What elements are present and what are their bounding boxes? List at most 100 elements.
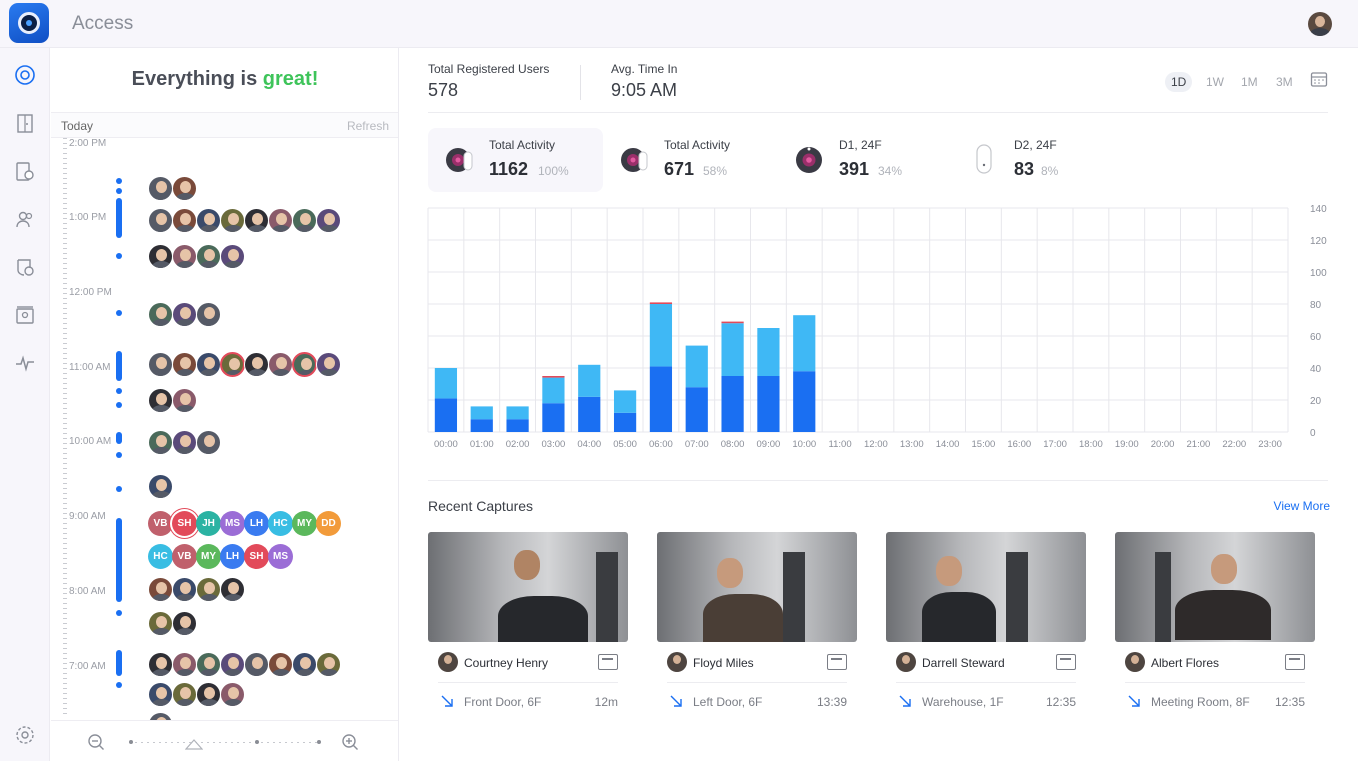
- range-1w[interactable]: 1W: [1206, 75, 1224, 89]
- person-face-avatar[interactable]: [196, 302, 221, 327]
- initials-avatar[interactable]: HC: [148, 544, 173, 569]
- initials-avatar[interactable]: VB: [148, 511, 173, 536]
- person-face-avatar[interactable]: [172, 577, 197, 602]
- person-face-avatar[interactable]: [244, 652, 269, 677]
- calendar-icon[interactable]: [1310, 70, 1328, 88]
- zoom-in-icon[interactable]: [341, 733, 359, 751]
- capture-card[interactable]: Courtney Henry Front Door, 6F 12m: [428, 532, 628, 722]
- capture-card[interactable]: Floyd Miles Left Door, 6F 13:39: [657, 532, 857, 722]
- person-face-avatar[interactable]: [148, 611, 173, 636]
- timeline-marker[interactable]: [116, 388, 122, 394]
- timeline-segment[interactable]: [116, 518, 122, 602]
- person-name[interactable]: Darrell Steward: [922, 656, 1005, 670]
- timeline-marker[interactable]: [116, 178, 122, 184]
- app-logo[interactable]: [9, 3, 49, 43]
- person-name[interactable]: Albert Flores: [1151, 656, 1220, 670]
- card-icon[interactable]: [827, 654, 847, 670]
- policy-icon[interactable]: [14, 256, 36, 278]
- refresh-button[interactable]: Refresh: [346, 119, 389, 133]
- card-icon[interactable]: [1056, 654, 1076, 670]
- person-face-avatar[interactable]: [148, 244, 173, 269]
- person-face-avatar[interactable]: [148, 302, 173, 327]
- range-1m[interactable]: 1M: [1241, 75, 1258, 89]
- person-face-avatar[interactable]: [316, 352, 341, 377]
- zoom-out-icon[interactable]: [87, 733, 105, 751]
- person-face-avatar[interactable]: [220, 244, 245, 269]
- timeline-marker[interactable]: [116, 486, 122, 492]
- activity-card-d2[interactable]: D2, 24F 83 8%: [953, 128, 1128, 192]
- person-face-avatar[interactable]: [148, 208, 173, 233]
- initials-avatar[interactable]: JH: [196, 511, 221, 536]
- person-face-avatar[interactable]: [196, 577, 221, 602]
- person-face-avatar[interactable]: [316, 208, 341, 233]
- card-icon[interactable]: [1285, 654, 1305, 670]
- timeline-segment[interactable]: [116, 351, 122, 381]
- users-icon[interactable]: [14, 208, 36, 230]
- person-face-avatar[interactable]: [244, 208, 269, 233]
- timeline-marker[interactable]: [116, 452, 122, 458]
- person-face-avatar[interactable]: [220, 208, 245, 233]
- person-face-avatar[interactable]: [292, 208, 317, 233]
- range-1d[interactable]: 1D: [1165, 72, 1193, 92]
- person-face-avatar[interactable]: [172, 244, 197, 269]
- person-face-avatar[interactable]: [220, 577, 245, 602]
- initials-avatar[interactable]: SH: [244, 544, 269, 569]
- initials-avatar[interactable]: HC: [268, 511, 293, 536]
- person-face-avatar[interactable]: [196, 208, 221, 233]
- person-face-avatar[interactable]: [292, 652, 317, 677]
- person-face-avatar[interactable]: [316, 652, 341, 677]
- person-face-avatar[interactable]: [148, 652, 173, 677]
- device-icon[interactable]: [14, 160, 36, 182]
- person-face-avatar[interactable]: [148, 430, 173, 455]
- activity-card-total[interactable]: Total Activity 1162 100%: [428, 128, 603, 192]
- person-face-avatar[interactable]: [196, 652, 221, 677]
- person-face-avatar[interactable]: [172, 611, 197, 636]
- initials-avatar[interactable]: LH: [220, 544, 245, 569]
- person-face-avatar[interactable]: [220, 352, 245, 377]
- activity-icon[interactable]: [14, 352, 36, 374]
- person-face-avatar[interactable]: [148, 352, 173, 377]
- person-face-avatar[interactable]: [148, 577, 173, 602]
- timeline-marker[interactable]: [116, 188, 122, 194]
- initials-avatar[interactable]: DD: [316, 511, 341, 536]
- person-face-avatar[interactable]: [172, 430, 197, 455]
- door-icon[interactable]: [14, 112, 36, 134]
- person-face-avatar[interactable]: [220, 652, 245, 677]
- badge-icon[interactable]: [14, 304, 36, 326]
- timeline-marker[interactable]: [116, 402, 122, 408]
- initials-avatar[interactable]: SH: [172, 511, 197, 536]
- person-face-avatar[interactable]: [268, 652, 293, 677]
- timeline-marker[interactable]: [116, 310, 122, 316]
- person-face-avatar[interactable]: [196, 682, 221, 707]
- capture-image[interactable]: [886, 532, 1086, 642]
- range-3m[interactable]: 3M: [1276, 75, 1293, 89]
- dashboard-icon[interactable]: [14, 64, 36, 86]
- person-face-avatar[interactable]: [172, 352, 197, 377]
- person-face-avatar[interactable]: [172, 302, 197, 327]
- person-face-avatar[interactable]: [148, 474, 173, 499]
- person-face-avatar[interactable]: [148, 176, 173, 201]
- zoom-track[interactable]: [129, 742, 321, 743]
- activity-card-d1[interactable]: D1, 24F 391 34%: [778, 128, 953, 192]
- timeline-segment[interactable]: [116, 198, 122, 238]
- activity-card-total-2[interactable]: Total Activity 671 58%: [603, 128, 778, 192]
- person-face-avatar[interactable]: [196, 244, 221, 269]
- timeline-marker[interactable]: [116, 253, 122, 259]
- initials-avatar[interactable]: LH: [244, 511, 269, 536]
- person-face-avatar[interactable]: [172, 652, 197, 677]
- capture-image[interactable]: [428, 532, 628, 642]
- initials-avatar[interactable]: VB: [172, 544, 197, 569]
- zoom-handle[interactable]: [184, 734, 204, 750]
- person-face-avatar[interactable]: [220, 682, 245, 707]
- capture-image[interactable]: [1115, 532, 1315, 642]
- view-more-link[interactable]: View More: [1273, 499, 1330, 513]
- initials-avatar[interactable]: MS: [220, 511, 245, 536]
- person-name[interactable]: Floyd Miles: [693, 656, 754, 670]
- timeline-segment[interactable]: [116, 650, 122, 676]
- card-icon[interactable]: [598, 654, 618, 670]
- initials-avatar[interactable]: MY: [196, 544, 221, 569]
- timeline-segment[interactable]: [116, 432, 122, 444]
- person-face-avatar[interactable]: [172, 208, 197, 233]
- person-face-avatar[interactable]: [196, 352, 221, 377]
- timeline-marker[interactable]: [116, 682, 122, 688]
